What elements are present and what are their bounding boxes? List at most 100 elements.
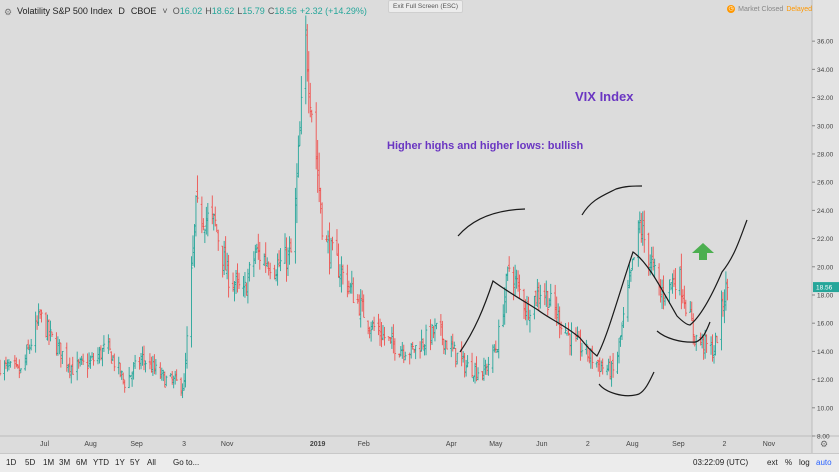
- ohlc-bar: [387, 336, 391, 342]
- ohlc-bar: [99, 345, 103, 361]
- timeframe-ytd[interactable]: YTD: [93, 458, 109, 467]
- percent-toggle[interactable]: %: [785, 458, 793, 467]
- chevron-down-icon[interactable]: ˅: [162, 6, 173, 16]
- ohlc-bar: [611, 352, 615, 378]
- ohlc-bar: [89, 355, 92, 369]
- timeframe-6m[interactable]: 6M: [76, 458, 88, 467]
- ohlc-bar: [203, 228, 207, 244]
- ohlc-bar: [153, 354, 156, 375]
- ohlc-bar: [536, 278, 539, 308]
- auto-toggle[interactable]: auto: [816, 458, 832, 467]
- ohlc-bar: [628, 264, 631, 289]
- ohlc-bar: [138, 356, 141, 370]
- ohlc-bar: [225, 252, 229, 280]
- ohlc-bar: [144, 360, 147, 373]
- ohlc-bar: [493, 344, 496, 353]
- y-tick-label: 22.00: [817, 236, 834, 243]
- ohlc-bar: [372, 316, 376, 331]
- ohlc-bar: [570, 322, 573, 356]
- log-toggle[interactable]: log: [799, 458, 810, 467]
- ohlc-bar: [132, 362, 135, 380]
- ext-toggle[interactable]: ext: [767, 458, 778, 467]
- ohlc-bar: [81, 353, 85, 366]
- ohlc-bar: [142, 345, 146, 371]
- ohlc-bar: [123, 379, 126, 393]
- x-tick-label: Sep: [672, 441, 685, 448]
- ohlc-bar: [117, 356, 120, 375]
- ohlc-bar: [65, 342, 69, 372]
- ohlc-bar: [430, 323, 434, 345]
- exit-fullscreen-button[interactable]: Exit Full Screen (ESC): [388, 0, 464, 13]
- ohlc-bar: [274, 269, 278, 282]
- ohlc-bar: [335, 229, 339, 256]
- timeframe-1d[interactable]: 1D: [6, 458, 17, 467]
- ohlc-bar: [331, 236, 334, 251]
- x-tick-label: Apr: [446, 441, 458, 448]
- timeframe-1y[interactable]: 1Y: [115, 458, 125, 467]
- ohlc-bar: [49, 320, 52, 342]
- ohlc-bar: [288, 236, 291, 265]
- ohlc-bar: [231, 272, 235, 292]
- ohlc-bar: [610, 361, 613, 387]
- ohlc-bar: [151, 355, 155, 376]
- y-tick-label: 34.00: [817, 67, 834, 74]
- ohlc-bar: [420, 329, 423, 352]
- x-tick-label: Nov: [763, 441, 776, 448]
- ohlc-bar: [314, 102, 318, 170]
- ohlc-bar: [597, 359, 600, 372]
- ohlc-bar: [657, 263, 661, 296]
- ohlc-bar: [460, 341, 463, 367]
- goto-button[interactable]: Go to...: [173, 458, 200, 467]
- ohlc-bar: [47, 319, 51, 345]
- utc-clock[interactable]: 03:22:09 (UTC): [693, 458, 749, 467]
- ohlc-bar: [67, 364, 70, 373]
- ohlc-bar: [369, 321, 373, 342]
- ohlc-bar: [720, 290, 723, 351]
- timeframe-5d[interactable]: 5D: [25, 458, 36, 467]
- ohlc-bar: [294, 187, 297, 264]
- ohlc-bar: [169, 373, 172, 377]
- ohlc-bar: [548, 298, 551, 308]
- trend-annotation-curve: [457, 208, 526, 237]
- ohlc-bar: [671, 273, 674, 294]
- ohlc-bar: [638, 211, 642, 234]
- ohlc-bar: [631, 258, 634, 271]
- y-tick-label: 26.00: [817, 180, 834, 187]
- ohlc-bar: [80, 355, 83, 365]
- symbol-name[interactable]: Volatility S&P 500 Index: [17, 6, 113, 16]
- ohlc-bar: [120, 370, 123, 380]
- interval-label[interactable]: D: [118, 6, 125, 16]
- ohlc-bar: [347, 280, 351, 295]
- settings-gear-icon[interactable]: ⚙: [4, 6, 13, 17]
- ohlc-bar: [243, 272, 247, 298]
- ohlc-bar: [202, 218, 205, 231]
- timeframe-all[interactable]: All: [147, 458, 156, 467]
- x-tick-label: May: [489, 441, 503, 448]
- trend-annotation-curve: [656, 321, 711, 343]
- exchange-label[interactable]: CBOE: [130, 6, 157, 16]
- ohlc-bar: [320, 202, 324, 240]
- ohlc-bar: [205, 206, 208, 235]
- ohlc-bar: [141, 346, 144, 366]
- ohlc-bar: [119, 362, 122, 378]
- ohlc-bar: [432, 325, 435, 339]
- ohlc-bar: [423, 344, 426, 356]
- timeframe-3m[interactable]: 3M: [59, 458, 71, 467]
- ohlc-bar: [424, 324, 428, 356]
- ohlc-bar: [196, 175, 199, 203]
- ohlc-bar: [356, 294, 359, 304]
- timeframe-1m[interactable]: 1M: [43, 458, 55, 467]
- ohlc-bar: [160, 367, 164, 381]
- x-tick-label: 3: [182, 441, 186, 448]
- ohlc-bar: [46, 314, 49, 341]
- ohlc-bar: [692, 313, 695, 345]
- x-tick-label: Nov: [221, 441, 234, 448]
- vix-title-annotation: VIX Index: [575, 89, 634, 104]
- timeframe-5y[interactable]: 5Y: [130, 458, 140, 467]
- ohlc-bar: [601, 358, 604, 375]
- ohlc-bar: [579, 329, 582, 361]
- ohlc-bar: [304, 15, 307, 105]
- ohlc-bar: [358, 294, 361, 316]
- ohlc-bar: [402, 344, 405, 364]
